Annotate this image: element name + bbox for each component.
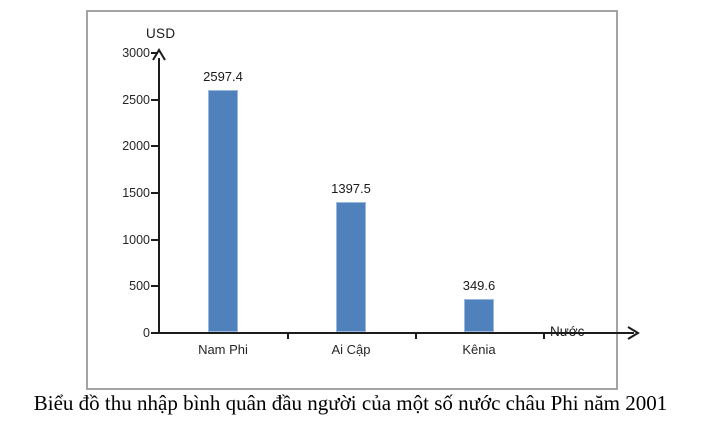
bar-value-label: 349.6 [462,278,496,294]
y-tick-mark [151,332,158,334]
category-label: Nam Phi [198,342,248,357]
y-tick-label: 2000 [122,139,150,154]
x-tick-mark [543,332,545,339]
y-tick-label: 0 [143,326,150,340]
bar-value-label: 1397.5 [331,180,371,196]
x-tick-mark [415,332,417,339]
bar [464,299,494,332]
bar-value-label: 2597.4 [203,68,243,84]
y-tick-mark [151,145,158,148]
y-tick-label: 2500 [122,92,150,107]
y-tick-mark [151,192,158,194]
y-tick-label: 1500 [122,186,150,200]
y-tick-mark [151,52,158,54]
x-axis-title: Nước [550,324,585,339]
bar [208,89,238,332]
category-label: Kênia [462,342,496,357]
x-axis-line [158,332,634,334]
x-axis-arrow-icon [627,326,640,340]
y-axis-line [158,58,160,334]
bar [336,201,366,332]
y-tick-label: 500 [129,279,150,294]
y-tick-label: 1000 [122,232,150,247]
chart-frame: USD Nước 0 500 1000 1500 2000 2500 3000 2597.4… [86,10,640,390]
y-axis-arrow-icon [152,48,166,61]
category-label: Ai Cập [331,342,371,357]
y-tick-label: 3000 [122,46,150,60]
y-tick-mark [151,98,158,101]
y-tick-mark [151,285,158,288]
chart-caption: Biểu đồ thu nhập bình quân đầu người của… [33,391,668,415]
x-tick-mark [287,332,289,339]
y-axis-title: USD [146,26,176,41]
y-tick-mark [151,238,158,241]
